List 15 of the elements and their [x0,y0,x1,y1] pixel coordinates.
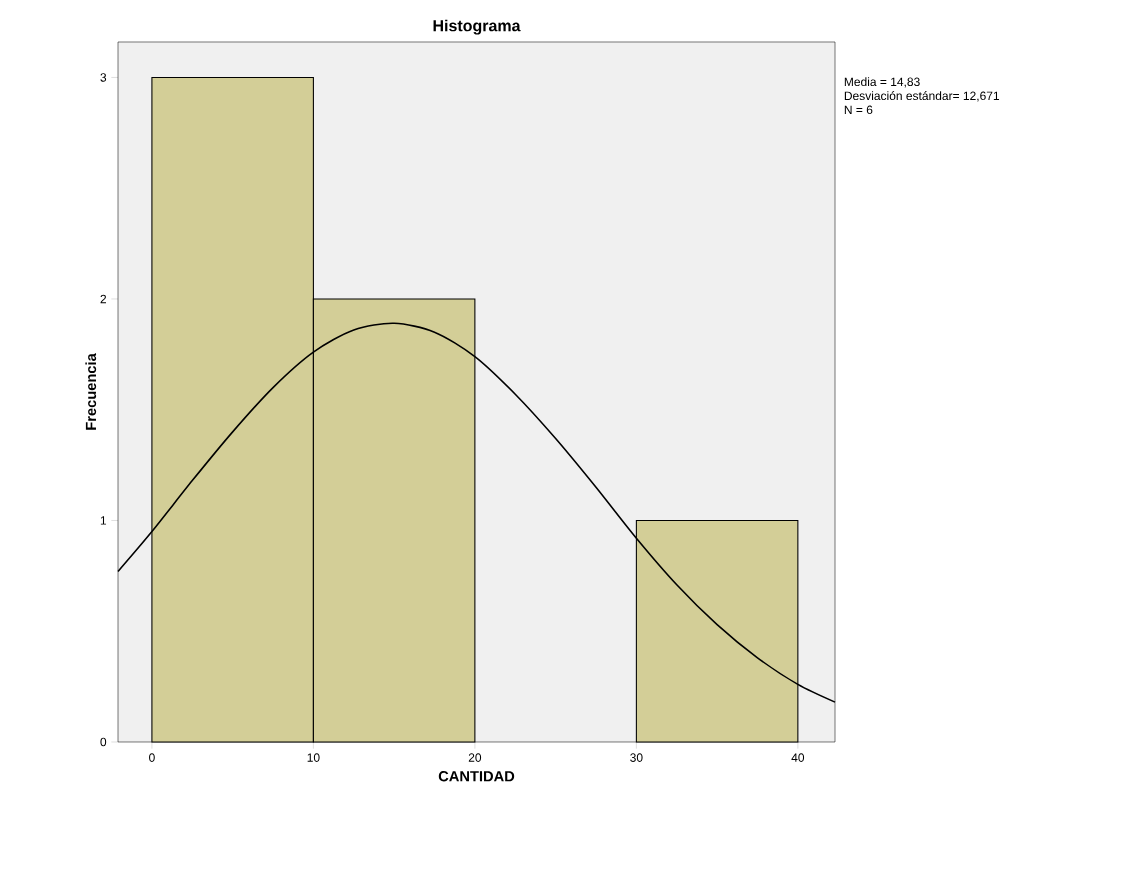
y-tick-label: 1 [100,516,107,525]
x-tick-label: 40 [791,753,805,762]
y-axis-title: Frecuencia [85,353,97,430]
text: Desviación estándar= 12,671 [844,91,1000,102]
x-axis-title: CANTIDAD [438,771,515,782]
chart-title: Histograma [433,19,521,35]
y-tick-label: 3 [100,73,107,82]
x-tick-label: 10 [307,753,320,762]
x-tick-label: 30 [630,753,643,762]
y-tick-label: 2 [100,294,107,304]
x-tick-label: 0 [149,753,155,762]
x-tick-label: 20 [468,753,482,762]
y-tick-label: 0 [100,737,107,747]
text: N = 6 [844,105,873,115]
text: Media = 14,83 [844,77,920,88]
